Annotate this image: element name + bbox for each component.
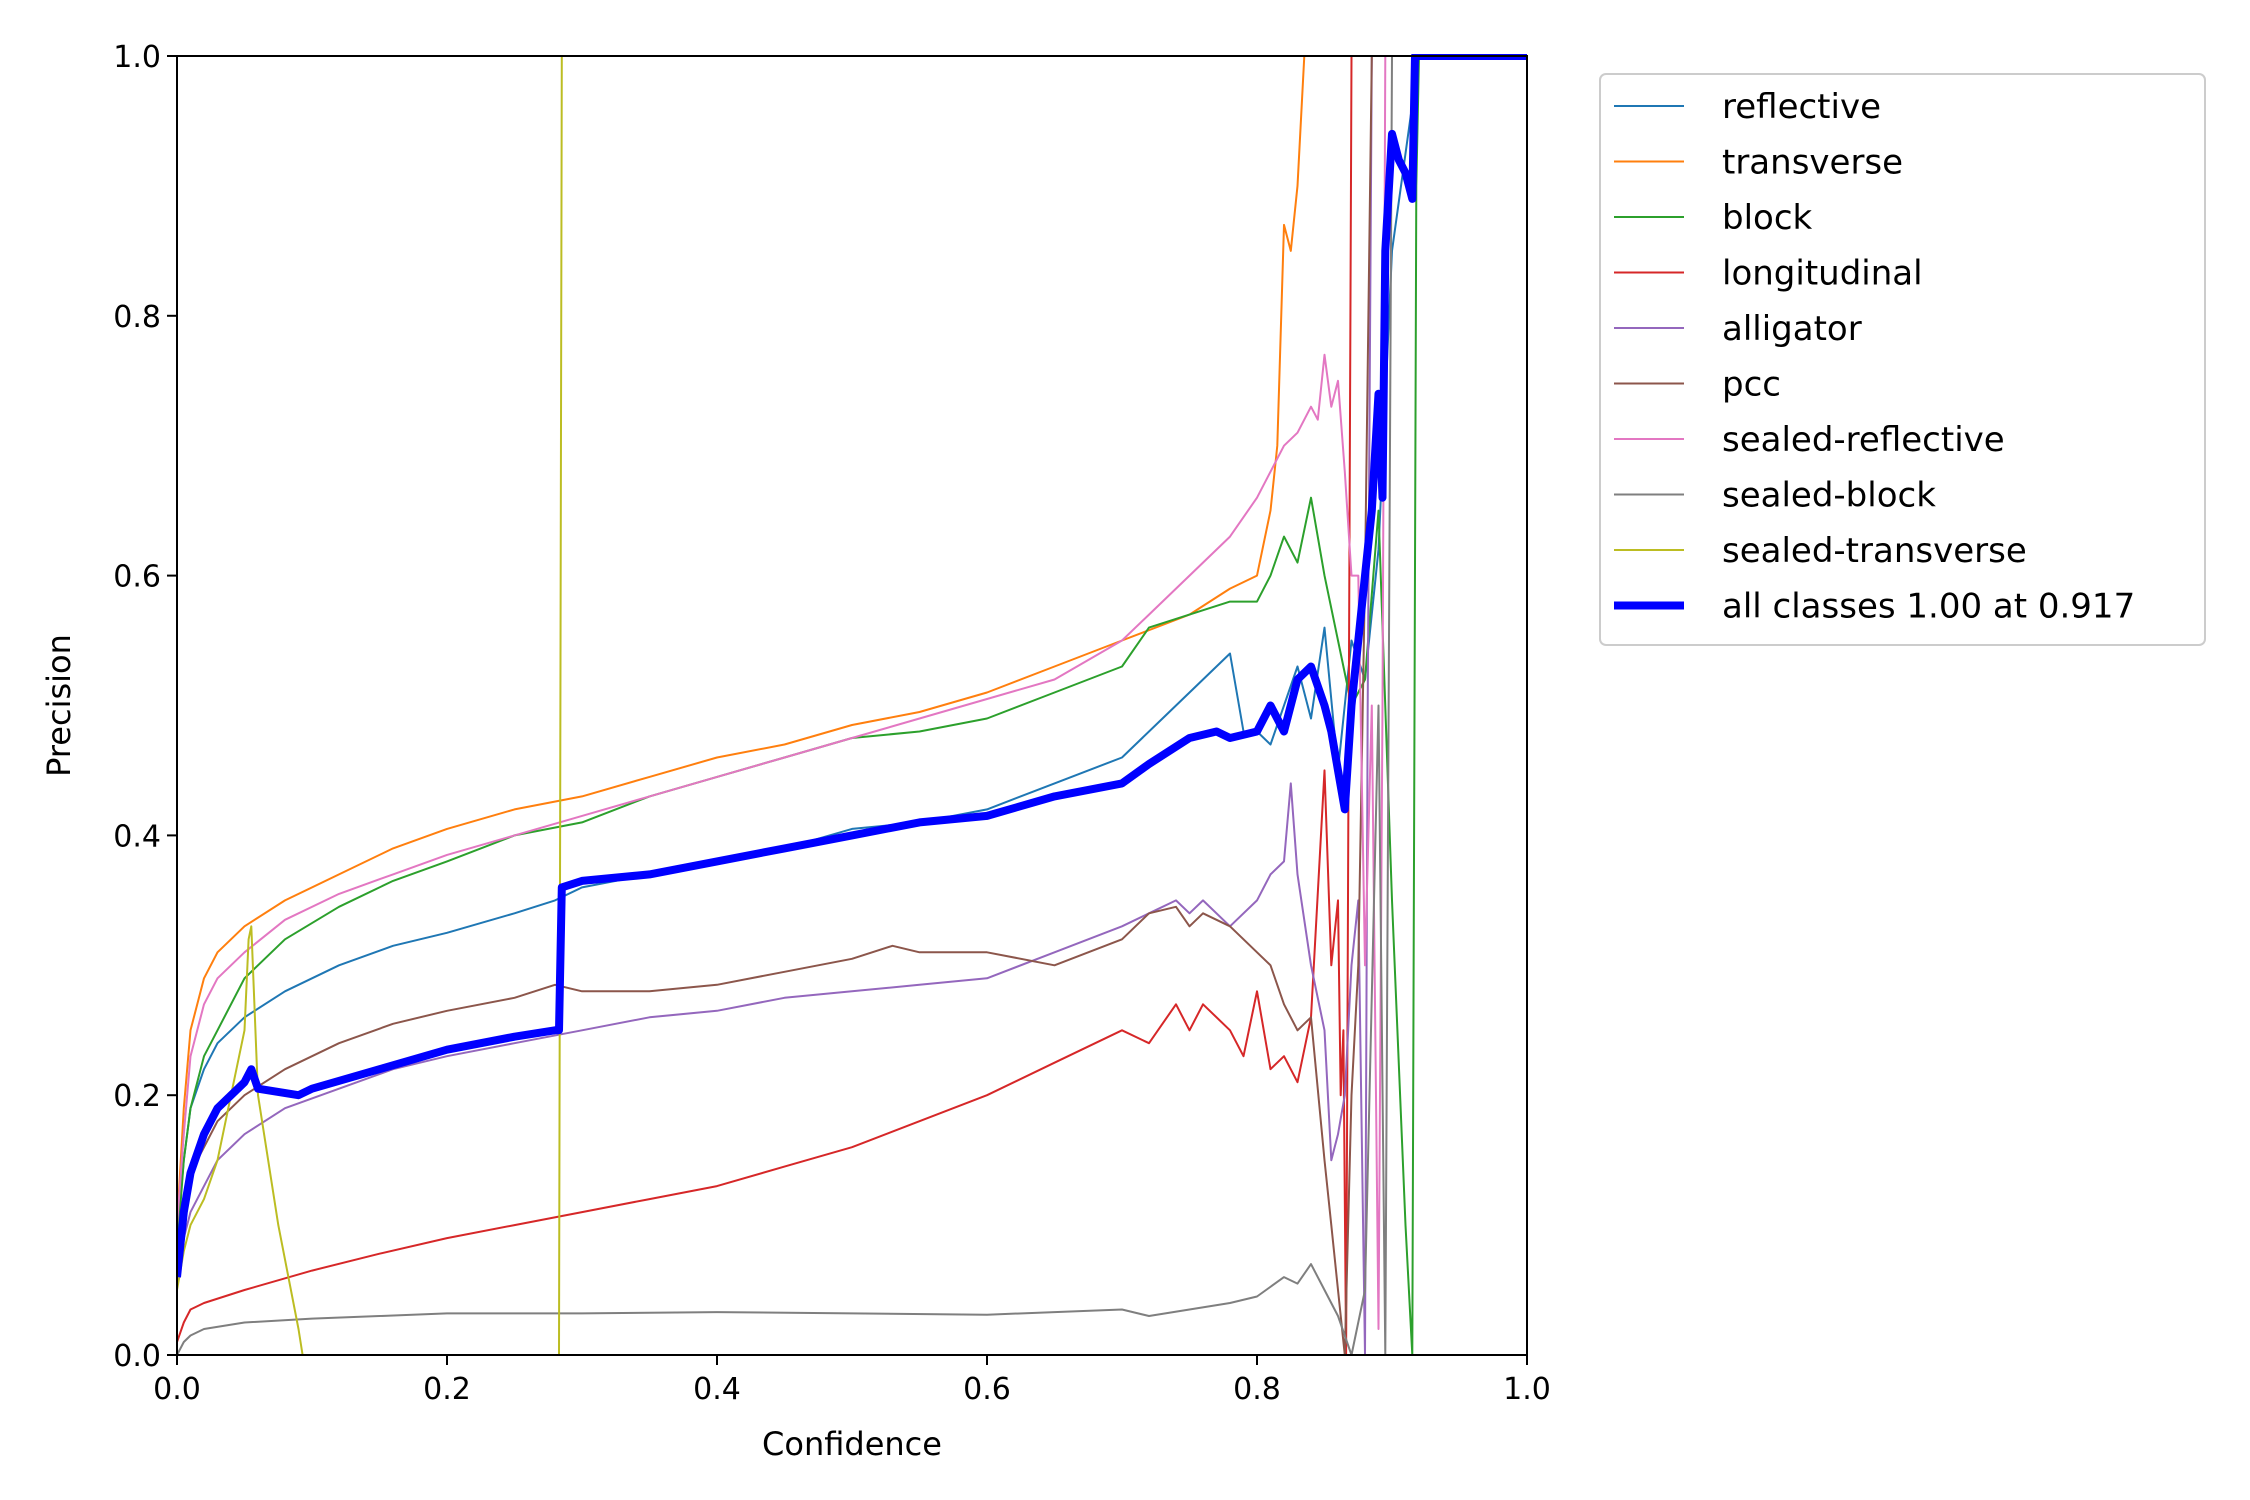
x-tick-label: 0.6	[963, 1372, 1011, 1407]
x-tick-label: 1.0	[1503, 1372, 1551, 1407]
x-tick-label: 0.4	[693, 1372, 741, 1407]
x-tick-label: 0.8	[1233, 1372, 1281, 1407]
legend-label: transverse	[1722, 143, 1903, 183]
series-line-sealed-block	[177, 55, 1527, 1356]
y-tick-label: 0.8	[113, 300, 161, 335]
legend-label: all classes 1.00 at 0.917	[1722, 587, 2135, 627]
legend-label: pcc	[1722, 365, 1781, 405]
y-axis-title: Precision	[40, 634, 78, 777]
legend-label: reflective	[1722, 87, 1881, 127]
series-line-sealed-transverse	[177, 55, 1527, 1356]
x-axis-title: Confidence	[762, 1425, 942, 1463]
axes-layer: 0.0 0.2 0.4 0.6 0.8 1.0 0.0 0.2 0.4 0.6 0.8 1.0	[113, 40, 1551, 1407]
x-tick-label: 0.0	[153, 1372, 201, 1407]
y-tick-label: 0.6	[113, 560, 161, 595]
legend: reflective transverse block longitudinal all…	[1599, 73, 2206, 646]
legend-label: alligator	[1722, 309, 1862, 349]
y-tick-label: 0.0	[113, 1339, 161, 1374]
y-tick-label: 1.0	[113, 40, 161, 75]
series-line-reflective	[177, 55, 1527, 1239]
legend-label: sealed-transverse	[1722, 531, 2027, 571]
x-tick-label: 0.2	[423, 1372, 471, 1407]
y-tick-label: 0.2	[113, 1079, 161, 1114]
series-line-all-classes-1-00-at-0-917	[177, 54, 1527, 1278]
series-line-transverse	[177, 55, 1527, 1226]
legend-label: block	[1722, 198, 1813, 238]
legend-label: sealed-block	[1722, 476, 1936, 516]
legend-label: sealed-reflective	[1722, 420, 2005, 460]
y-tick-label: 0.4	[113, 819, 161, 854]
plot-frame	[176, 55, 1528, 1356]
legend-label: longitudinal	[1722, 254, 1923, 294]
series-line-longitudinal	[177, 55, 1527, 1356]
series-line-block	[177, 55, 1527, 1356]
series-layer	[177, 54, 1527, 1356]
series-line-pcc	[177, 55, 1527, 1356]
legend-box	[1599, 73, 2206, 646]
